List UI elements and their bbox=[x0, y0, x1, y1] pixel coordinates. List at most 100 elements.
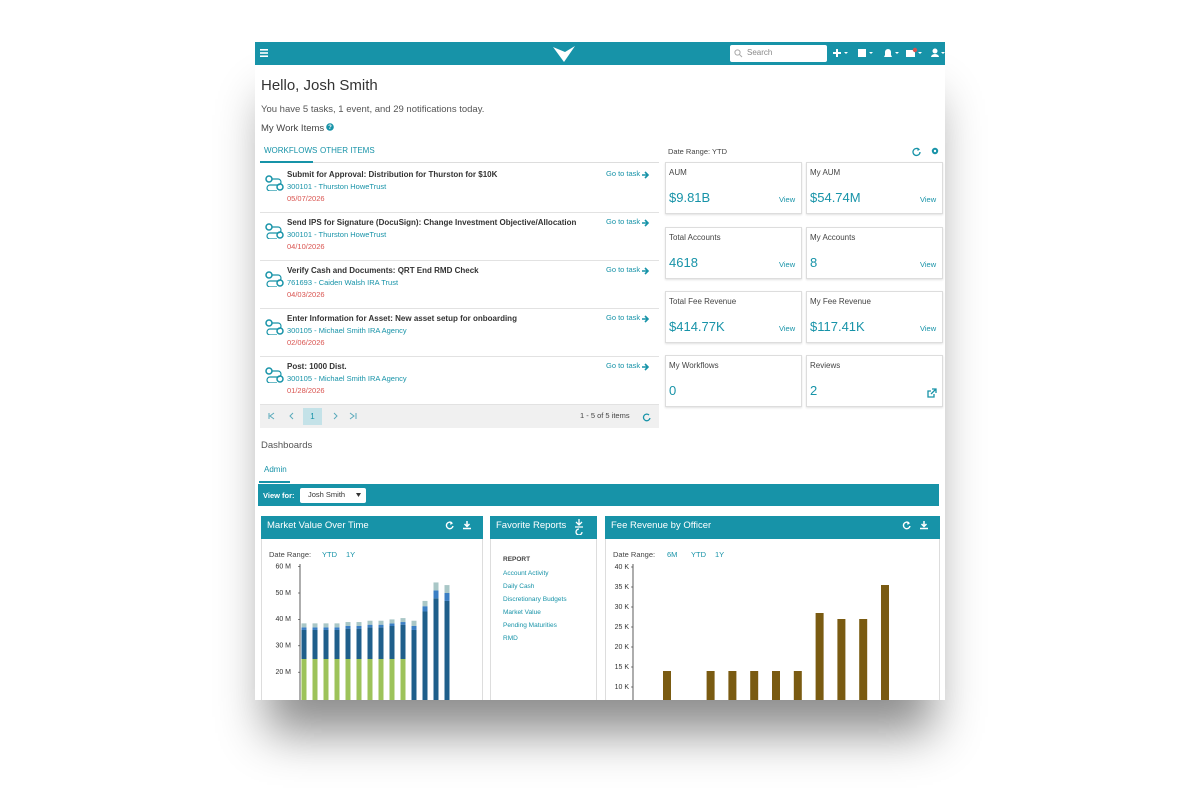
bar-segment bbox=[312, 623, 318, 628]
bar-segment bbox=[389, 623, 395, 626]
tab-active-underline bbox=[260, 161, 313, 163]
panel-tools bbox=[445, 521, 471, 530]
bar bbox=[859, 619, 868, 700]
report-header: REPORT bbox=[503, 556, 531, 563]
bar-segment bbox=[334, 627, 340, 630]
help-icon[interactable]: ? bbox=[326, 123, 334, 131]
date-range-option[interactable]: YTD bbox=[322, 550, 338, 559]
kpi-link[interactable]: View bbox=[920, 324, 937, 333]
arrow-icon bbox=[642, 363, 650, 371]
kpi-value: 4618 bbox=[669, 255, 698, 270]
bar-segment bbox=[444, 585, 450, 593]
date-range-label: Date Range: bbox=[269, 550, 311, 559]
panel-title: Market Value Over Time bbox=[267, 520, 369, 531]
greeting: Hello, Josh Smith bbox=[261, 77, 378, 94]
kpi-value: $414.77K bbox=[669, 319, 725, 334]
arrow-icon bbox=[642, 171, 650, 179]
kpi-link[interactable]: View bbox=[779, 195, 796, 204]
go-to-task[interactable]: Go to task bbox=[606, 217, 641, 226]
icon-part bbox=[266, 226, 282, 239]
panel-title: Favorite Reports bbox=[496, 520, 567, 531]
task-account[interactable]: 300105 - Michael Smith IRA Agency bbox=[287, 374, 407, 383]
icon-part bbox=[642, 219, 650, 227]
favorite-icon bbox=[575, 519, 583, 535]
search-box[interactable] bbox=[730, 45, 827, 62]
bar bbox=[881, 585, 889, 700]
date-range-option[interactable]: 1Y bbox=[715, 550, 724, 559]
pager-nav bbox=[268, 412, 357, 420]
report-link[interactable]: Market Value bbox=[503, 609, 541, 616]
task-account[interactable]: 300101 - Thurston HoweTrust bbox=[287, 230, 387, 239]
date-range-option[interactable]: 6M bbox=[667, 550, 677, 559]
bar-segment bbox=[378, 627, 384, 659]
kpi-tools[interactable] bbox=[912, 146, 942, 157]
kpi-link[interactable]: View bbox=[920, 195, 937, 204]
report-link[interactable]: Pending Maturities bbox=[503, 622, 557, 629]
bar-segment bbox=[444, 600, 450, 700]
task-icon bbox=[265, 223, 284, 239]
panel-header bbox=[490, 516, 597, 539]
bar bbox=[772, 671, 780, 700]
task-account[interactable]: 300105 - Michael Smith IRA Agency bbox=[287, 326, 407, 335]
icon-part bbox=[265, 319, 273, 327]
bar-segment bbox=[334, 659, 340, 700]
report-link[interactable]: Daily Cash bbox=[503, 583, 535, 590]
tab[interactable]: WORKFLOWS bbox=[264, 146, 318, 155]
kpi-card bbox=[665, 355, 802, 407]
bar-segment bbox=[422, 606, 428, 612]
kpi-link[interactable]: View bbox=[920, 260, 937, 269]
menu-icon[interactable] bbox=[260, 49, 269, 58]
task-icon bbox=[265, 271, 284, 287]
task-account[interactable]: 761693 - Caiden Walsh IRA Trust bbox=[287, 278, 399, 287]
icon-part bbox=[450, 521, 453, 525]
task-icon bbox=[265, 367, 284, 383]
pager-refresh bbox=[642, 413, 651, 422]
icon-part bbox=[907, 521, 910, 525]
view-for-bar bbox=[258, 484, 939, 506]
logo[interactable] bbox=[552, 45, 576, 63]
bar-segment bbox=[411, 626, 417, 630]
arrow-icon bbox=[642, 267, 650, 275]
go-to-task[interactable]: Go to task bbox=[606, 265, 641, 274]
pager-page[interactable]: 1 bbox=[303, 408, 322, 425]
bar-segment bbox=[400, 624, 406, 659]
bar-segment bbox=[323, 627, 329, 630]
kpi-card bbox=[806, 227, 943, 279]
bar-segment bbox=[389, 659, 395, 700]
date-range-option[interactable]: 1Y bbox=[346, 550, 355, 559]
y-tick-label: 50 M bbox=[275, 590, 291, 597]
bar-segment bbox=[422, 600, 428, 607]
kpi-card bbox=[665, 162, 802, 214]
report-link[interactable]: RMD bbox=[503, 635, 518, 642]
dash-tab[interactable]: Admin bbox=[264, 465, 287, 474]
bar-segment bbox=[433, 598, 439, 700]
report-link[interactable]: Discretionary Budgets bbox=[503, 596, 567, 603]
y-tick-label: 25 K bbox=[615, 624, 630, 631]
task-title: Send IPS for Signature (DocuSign): Chang… bbox=[287, 218, 577, 227]
arrow-icon bbox=[642, 315, 650, 323]
y-tick-label: 40 K bbox=[615, 564, 630, 571]
bar-segment bbox=[378, 624, 384, 628]
icon-part bbox=[265, 367, 273, 375]
view-for-label: View for: bbox=[263, 491, 295, 500]
row-separator bbox=[260, 356, 659, 357]
kpi-link[interactable]: View bbox=[779, 260, 796, 269]
header-icons[interactable] bbox=[833, 46, 945, 61]
pager-arrow bbox=[349, 412, 357, 420]
tab[interactable]: OTHER ITEMS bbox=[320, 146, 375, 155]
icon-part bbox=[266, 322, 282, 335]
view-for-select[interactable] bbox=[300, 488, 366, 503]
section-title: My Work Items bbox=[261, 123, 325, 134]
bar-segment bbox=[312, 627, 318, 630]
date-range-option[interactable]: YTD bbox=[691, 550, 707, 559]
bar-segment bbox=[422, 611, 428, 700]
kpi-link[interactable]: View bbox=[779, 324, 796, 333]
bar-segment bbox=[400, 622, 406, 625]
go-to-task[interactable]: Go to task bbox=[606, 361, 641, 370]
task-account[interactable]: 300101 - Thurston HoweTrust bbox=[287, 182, 387, 191]
go-to-task[interactable]: Go to task bbox=[606, 313, 641, 322]
go-to-task[interactable]: Go to task bbox=[606, 169, 641, 178]
icon-part bbox=[266, 274, 282, 287]
bar-segment bbox=[444, 593, 450, 601]
report-link[interactable]: Account Activity bbox=[503, 570, 549, 577]
